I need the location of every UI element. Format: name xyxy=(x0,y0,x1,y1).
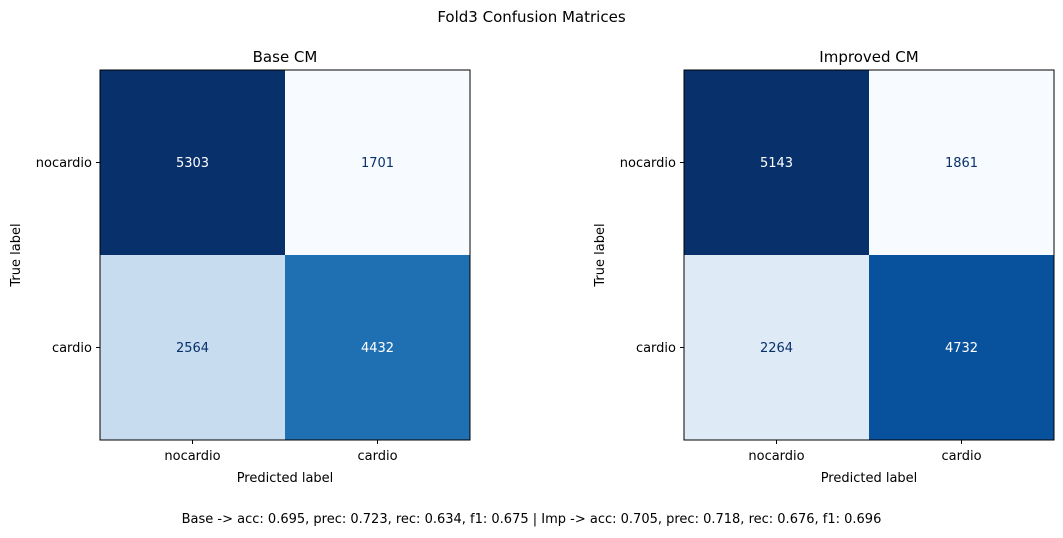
heatmap-cell xyxy=(100,255,286,441)
x-tick-label: nocardio xyxy=(164,449,220,464)
cell-value-label: 4732 xyxy=(945,341,978,356)
heatmap-cell xyxy=(285,255,471,441)
y-tick-label: cardio xyxy=(636,341,676,356)
cell-value-label: 2564 xyxy=(176,341,209,356)
cell-value-label: 1861 xyxy=(945,156,978,171)
x-tick-label: cardio xyxy=(941,449,981,464)
y-tick-label: cardio xyxy=(52,341,92,356)
y-tick-label: nocardio xyxy=(620,156,676,171)
y-tick-label: nocardio xyxy=(36,156,92,171)
heatmap-cell xyxy=(869,255,1055,441)
plot-frame xyxy=(99,69,471,441)
heatmap-cell xyxy=(100,70,286,256)
cell-value-label: 2264 xyxy=(760,341,793,356)
x-axis-label: Predicted label xyxy=(237,471,334,486)
plot-frame xyxy=(683,69,1055,441)
subplot-title: Improved CM xyxy=(819,48,918,66)
cell-value-label: 4432 xyxy=(361,341,394,356)
heatmap-cell xyxy=(285,70,471,256)
heatmap-cell xyxy=(869,70,1055,256)
y-axis-label: True label xyxy=(593,223,608,287)
metrics-summary: Base -> acc: 0.695, prec: 0.723, rec: 0.… xyxy=(181,512,882,527)
x-tick-label: nocardio xyxy=(748,449,804,464)
cell-value-label: 5303 xyxy=(176,156,209,171)
subplot-title: Base CM xyxy=(253,48,318,66)
heatmap-cell xyxy=(684,255,870,441)
x-tick-label: cardio xyxy=(357,449,397,464)
cell-value-label: 5143 xyxy=(760,156,793,171)
heatmap-cell xyxy=(684,70,870,256)
cell-value-label: 1701 xyxy=(361,156,394,171)
x-axis-label: Predicted label xyxy=(821,471,918,486)
y-axis-label: True label xyxy=(9,223,24,287)
figure-title: Fold3 Confusion Matrices xyxy=(437,8,626,26)
